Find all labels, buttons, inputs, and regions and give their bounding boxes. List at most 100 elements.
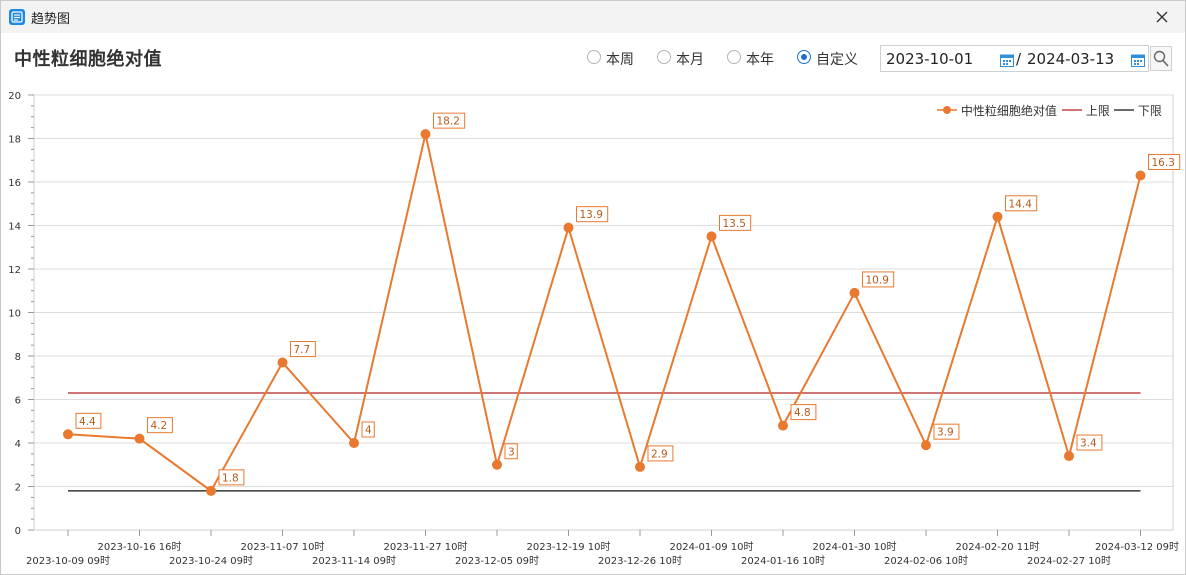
y-tick-label: 4 [15,439,21,450]
data-label: 18.2 [433,112,466,129]
x-tick-label: 2024-02-20 11时 [955,541,1039,553]
y-tick-label: 10 [8,309,21,320]
data-label-box [933,423,960,440]
data-label-box [790,404,817,421]
data-label: 1.8 [218,469,245,486]
radio-label: 自定义 [816,52,858,68]
data-point [921,440,931,451]
data-label: 4.4 [75,412,102,429]
series-line [67,133,1142,493]
data-label-box [75,412,102,429]
radio-circle [797,50,811,64]
x-tick-label: 2023-11-14 09时 [312,555,396,567]
data-label-text: 3.9 [937,427,954,439]
data-point [635,461,645,472]
data-label-text: 13.5 [723,218,746,230]
data-label-box [433,112,466,129]
search-button[interactable] [1150,46,1172,71]
data-label-text: 14.4 [1009,198,1033,210]
data-label: 4.2 [147,417,173,434]
legend-series-marker [937,106,957,114]
data-label-text: 3.4 [1080,438,1097,450]
x-tick-label: 2024-01-30 10时 [812,541,896,553]
data-point [63,429,73,440]
data-label-box [361,421,375,438]
x-tick-label: 2024-03-12 09时 [1095,541,1179,553]
data-label: 13.9 [576,206,609,223]
legend-label: 上限 [1085,104,1110,118]
x-tick-label: 2024-01-09 10时 [669,541,753,553]
data-label-text: 4.2 [151,420,168,432]
y-tick-label: 2 [15,483,21,494]
data-point [778,420,788,431]
data-label: 3.9 [933,423,960,440]
data-label-box [647,445,674,462]
data-point [349,438,359,448]
data-label: 4.8 [790,404,817,421]
data-label-box [147,417,173,434]
data-label-text: 16.3 [1152,157,1175,169]
data-label-box [1148,153,1181,170]
data-point [992,211,1003,222]
radio-circle [657,50,671,64]
close-button[interactable] [1149,5,1175,29]
title-bar: 趋势图 [1,1,1185,33]
data-label: 4 [361,421,375,438]
y-tick-label: 0 [15,526,21,537]
calendar-icon[interactable] [1000,52,1014,67]
radio-label: 本周 [606,52,634,68]
x-tick-label: 2023-11-07 10时 [240,541,324,553]
data-label-text: 7.7 [294,344,311,356]
data-point [277,357,288,368]
data-label: 14.4 [1005,195,1038,212]
x-tick-label: 2023-10-09 09时 [26,555,110,567]
data-label: 16.3 [1148,153,1181,170]
y-tick-label: 8 [15,352,21,363]
data-point [206,485,216,496]
date-separator: / [1016,50,1022,68]
data-label-box [576,206,609,223]
x-tick-label: 2024-02-27 10时 [1027,555,1111,567]
legend-item-lower: 下限 [1114,102,1162,119]
page-title: 中性粒细胞绝对值 [14,49,162,70]
data-label-box [719,214,752,231]
data-point [134,433,145,444]
data-point [706,231,717,242]
close-icon [1156,11,1168,23]
radio-circle [727,50,741,64]
data-label-box [1005,195,1038,212]
calendar-icon[interactable] [1131,52,1145,67]
legend-lower-marker [1114,109,1134,111]
data-label-text: 3 [508,446,515,458]
data-label: 10.9 [862,271,895,288]
trend-chart: 0 2 4 6 8 10 12 14 16 18 20 2023-10-09 09时 2023-10-1… [8,91,1181,567]
y-tick-label: 12 [8,265,21,276]
search-icon [1153,50,1169,67]
x-tick-label: 2023-10-16 16时 [97,541,181,553]
end-date-input[interactable]: 2024-03-13 [1027,50,1115,68]
legend-upper-marker [1062,109,1082,111]
legend-label: 下限 [1137,104,1162,118]
x-tick-label: 2024-01-16 10时 [741,555,825,567]
data-label-text: 13.9 [580,209,603,221]
window-title: 趋势图 [31,12,71,27]
data-label-box [218,469,245,486]
radio-label: 本月 [676,52,704,68]
data-label: 13.5 [719,214,752,231]
data-label-box [290,341,316,358]
x-tick-label: 2023-10-24 09时 [169,555,253,567]
radio-label: 本年 [746,52,774,68]
data-label-text: 1.8 [222,472,239,484]
x-tick-label: 2023-12-26 10时 [598,555,682,567]
y-tick-label: 6 [15,396,21,407]
data-label-box [1076,434,1103,451]
x-tick-label: 2023-12-19 10时 [526,541,610,553]
y-tick-label: 14 [8,222,21,233]
data-point [1135,170,1146,181]
data-label: 3 [504,443,518,460]
data-label-text: 18.2 [437,116,460,128]
start-date-input[interactable]: 2023-10-01 [886,50,974,68]
data-label-text: 4.4 [79,416,96,428]
data-point [420,129,431,140]
